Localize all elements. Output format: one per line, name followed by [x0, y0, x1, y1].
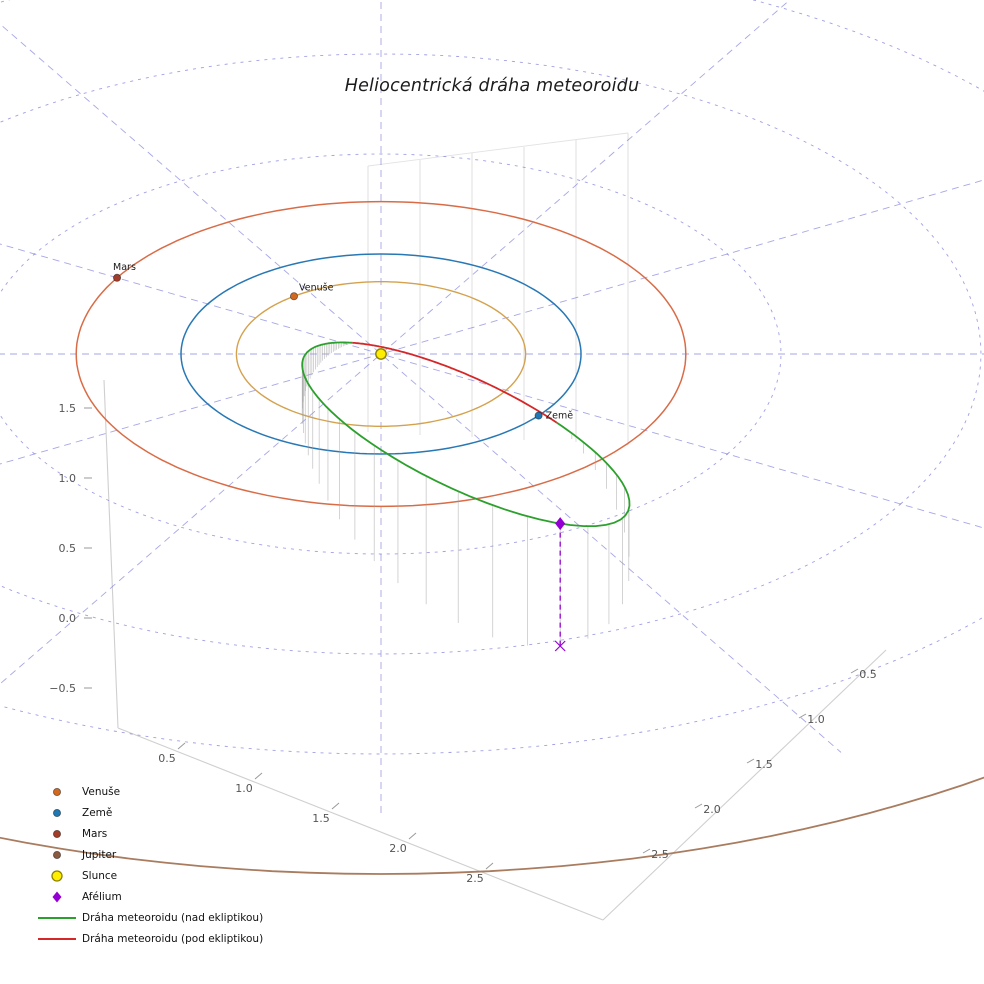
z-tick-label: 0.5 [59, 542, 77, 555]
planet-label-mars: Mars [113, 262, 136, 273]
x-tick-label: 1.0 [235, 782, 253, 795]
z-tick-label: 1.5 [59, 402, 77, 415]
legend-label: Jupiter [82, 848, 117, 861]
y-tick-label: 2.0 [703, 803, 721, 816]
legend-label: Dráha meteoroidu (pod ekliptikou) [82, 932, 264, 945]
stems-to-ecliptic [301, 342, 630, 646]
legend-item: Afélium [34, 886, 263, 907]
legend-marker-dot-icon [52, 808, 61, 817]
z-tick-label: −0.5 [49, 682, 76, 695]
axis-edge [103, 379, 119, 729]
aphelion-ground-x-marker [554, 640, 566, 652]
aphelion-diamond-marker [555, 517, 566, 531]
wall-top-edge [367, 132, 629, 167]
x-tick-label: 0.5 [158, 752, 176, 765]
y-tick-mark [694, 803, 703, 809]
planet-marker-mars [113, 273, 122, 282]
legend-marker-line-icon [38, 916, 76, 919]
planet-label-země: Země [546, 411, 574, 422]
legend-label: Dráha meteoroidu (nad ekliptikou) [82, 911, 264, 924]
legend-marker-sun-icon [51, 869, 63, 882]
legend: Venuše Země Mars Jupiter Slunce Afélium Dráha … [34, 781, 263, 949]
legend-marker-dot-icon [52, 787, 61, 796]
legend-label: Mars [82, 827, 108, 840]
legend-item: Mars [34, 823, 263, 844]
x-tick-mark [254, 772, 263, 780]
x-tick-label: 1.5 [312, 812, 330, 825]
legend-item: Slunce [34, 865, 263, 886]
x-tick-label: 2.0 [389, 842, 407, 855]
legend-marker-diamond-icon [52, 891, 62, 902]
axis-edge [117, 727, 604, 921]
legend-marker-dot-icon [52, 829, 61, 838]
y-tick-label: 1.0 [807, 713, 825, 726]
polar-grid [0, 0, 984, 814]
chart-title: Heliocentrická dráha meteoroidu [344, 76, 640, 96]
y-tick-mark [642, 848, 651, 854]
legend-item: Země [34, 802, 263, 823]
z-tick-label: 0.0 [59, 612, 77, 625]
meteoroid-path-above-ecliptic [301, 341, 631, 527]
legend-item: Venuše [34, 781, 263, 802]
planet-marker-venuše [289, 292, 298, 301]
x-tick-mark [485, 862, 494, 870]
y-tick-mark [746, 758, 755, 764]
x-tick-mark [408, 832, 417, 840]
y-tick-label: 1.5 [755, 758, 773, 771]
legend-marker-dot-icon [52, 850, 61, 859]
axis-edge [602, 649, 887, 921]
grid-radial-line [0, 23, 842, 753]
axis-panes [103, 132, 887, 921]
legend-item: Dráha meteoroidu (pod ekliptikou) [34, 928, 263, 949]
planet-markers: Venuše Země Mars [113, 262, 573, 422]
x-tick-mark [331, 802, 340, 810]
grid-circle [0, 0, 984, 755]
y-tick-label: 2.5 [651, 848, 669, 861]
orbit-země [180, 253, 582, 455]
legend-label: Slunce [82, 869, 118, 882]
axis-ticks: 0.5 1.0 1.5 2.0 2.5 0.5 1.0 1.5 2.0 2.5 1.5 1.0 0.5 0… [49, 402, 876, 885]
grid-radial-line [0, 0, 791, 685]
legend-item: Jupiter [34, 844, 263, 865]
z-tick-label: 1.0 [59, 472, 77, 485]
meteoroid-path-below-ecliptic [352, 341, 558, 424]
legend-label: Venuše [82, 785, 121, 798]
y-tick-label: 0.5 [859, 668, 877, 681]
sun-marker [375, 348, 387, 360]
x-tick-label: 2.5 [466, 872, 484, 885]
x-tick-mark [177, 742, 186, 750]
orbit-venuše [235, 281, 527, 427]
legend-marker-line-icon [38, 937, 76, 940]
planet-orbits [0, 200, 984, 875]
planet-label-venuše: Venuše [299, 282, 334, 293]
y-tick-mark [798, 713, 807, 719]
planet-marker-země [534, 411, 543, 420]
legend-label: Afélium [82, 890, 122, 903]
legend-item: Dráha meteoroidu (nad ekliptikou) [34, 907, 263, 928]
legend-label: Země [82, 806, 113, 819]
y-tick-mark [850, 668, 859, 674]
orbit-jupiter [0, 776, 984, 875]
